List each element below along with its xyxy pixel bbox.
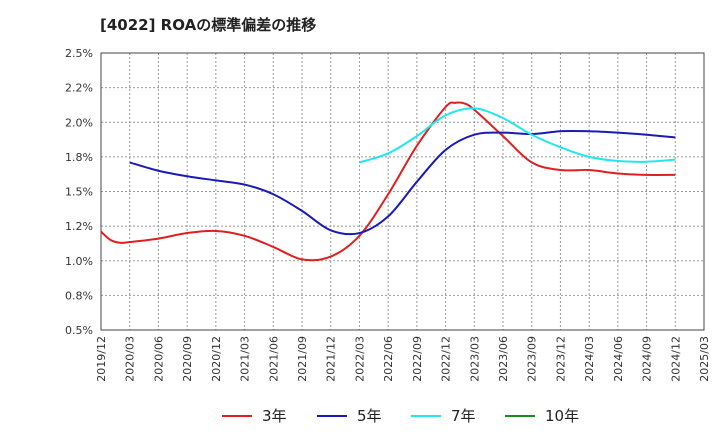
x-tick-label: 2023/09: [526, 336, 539, 382]
legend-swatch: [505, 414, 535, 417]
legend-swatch: [222, 414, 252, 417]
series-line-7年: [359, 107, 676, 164]
x-tick-label: 2022/09: [411, 336, 424, 382]
x-tick-label: 2020/12: [210, 336, 223, 382]
plot-area: [100, 52, 705, 331]
x-tick-label: 2024/03: [583, 336, 596, 382]
legend-label: 3年: [262, 407, 287, 425]
plot-frame: [100, 52, 705, 331]
legend-item-10y: 10年: [505, 405, 579, 426]
legend-swatch: [411, 414, 441, 417]
grid: [100, 52, 705, 331]
y-tick-label: 0.5%: [65, 324, 93, 337]
x-tick-label: 2021/12: [325, 336, 338, 382]
legend-label: 5年: [357, 407, 382, 425]
y-tick-label: 1.8%: [65, 151, 93, 164]
y-tick-label: 1.0%: [65, 255, 93, 268]
x-tick-label: 2022/12: [440, 336, 453, 382]
x-tick-label: 2022/06: [382, 336, 395, 382]
legend-item-7y: 7年: [411, 405, 476, 426]
x-tick-label: 2019/12: [95, 336, 108, 382]
x-tick-label: 2024/06: [612, 336, 625, 382]
legend-swatch: [317, 414, 347, 417]
x-tick-label: 2021/06: [267, 336, 280, 382]
series-layer: [100, 101, 676, 262]
series-line-5年: [129, 129, 676, 236]
x-tick-label: 2021/09: [296, 336, 309, 382]
x-tick-label: 2020/09: [181, 336, 194, 382]
x-tick-label: 2021/03: [239, 336, 252, 382]
legend-label: 10年: [545, 407, 580, 425]
x-tick-label: 2020/06: [152, 336, 165, 382]
x-tick-label: 2025/03: [698, 336, 711, 382]
x-tick-label: 2023/03: [468, 336, 481, 382]
y-tick-label: 2.0%: [65, 116, 93, 129]
y-tick-label: 2.2%: [65, 82, 93, 95]
x-tick-label: 2023/12: [554, 336, 567, 382]
x-tick-label: 2024/12: [669, 336, 682, 382]
chart-title: [4022] ROAの標準偏差の推移: [100, 16, 317, 34]
legend-item-5y: 5年: [317, 405, 382, 426]
x-tick-label: 2023/06: [497, 336, 510, 382]
x-axis: 2019/12 2020/03 2020/06 2020/09 2020/12 2021/…: [95, 336, 711, 382]
legend-label: 7年: [451, 407, 476, 425]
series-line-3年: [100, 101, 676, 262]
x-tick-label: 2020/03: [124, 336, 137, 382]
y-tick-label: 0.8%: [65, 289, 93, 302]
y-tick-label: 1.2%: [65, 220, 93, 233]
y-tick-label: 2.5%: [65, 47, 93, 60]
x-tick-label: 2024/09: [641, 336, 654, 382]
y-tick-label: 1.5%: [65, 186, 93, 199]
legend-item-3y: 3年: [222, 405, 287, 426]
y-axis: 0.5% 0.8% 1.0% 1.2% 1.5% 1.8% 2.0% 2.2% 2.5%: [65, 47, 93, 337]
x-tick-label: 2022/03: [353, 336, 366, 382]
